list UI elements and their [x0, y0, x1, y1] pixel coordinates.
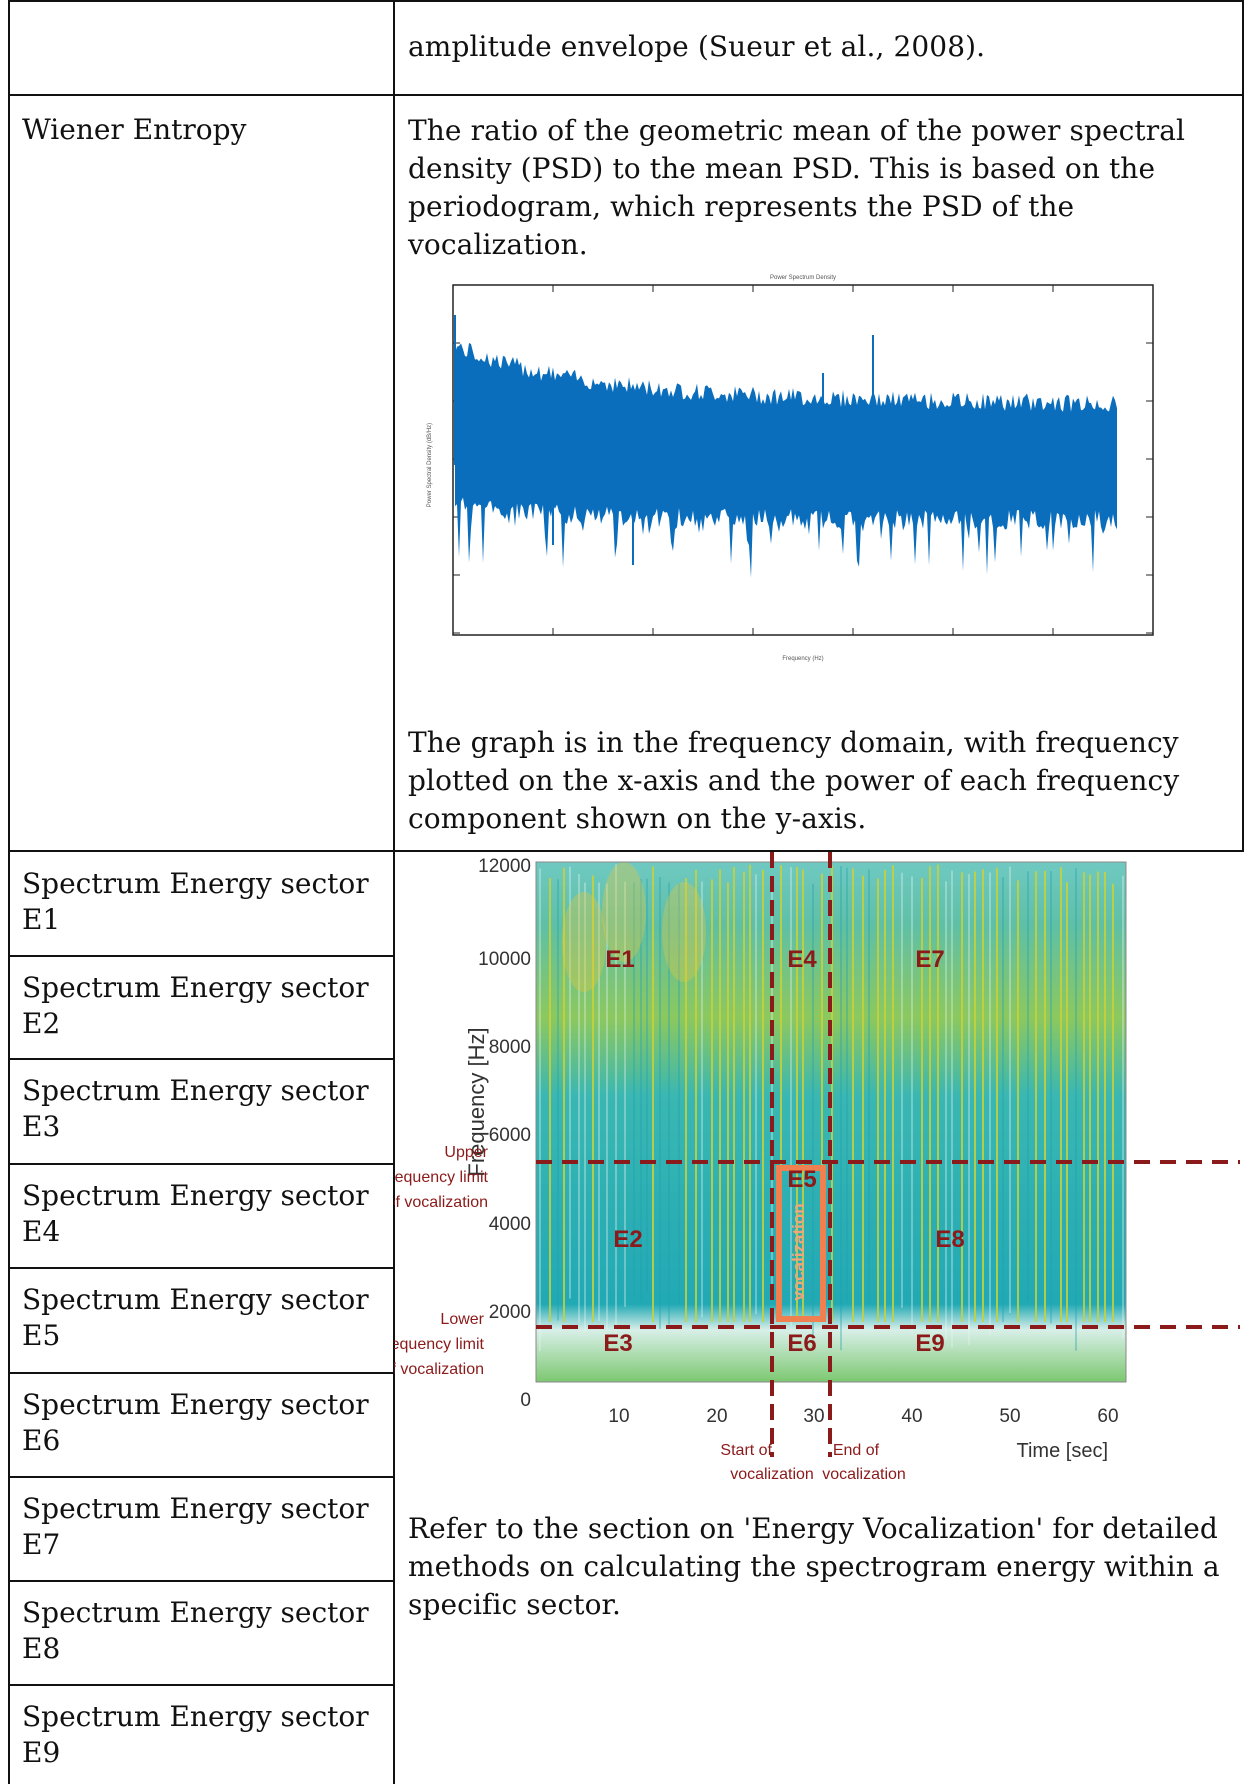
psd-title: Power Spectrum Density	[770, 275, 836, 281]
spectrogram-ylabel: Frequency [Hz]	[464, 1027, 489, 1176]
y-tick: 0	[520, 1390, 531, 1411]
sector-e5: E5	[787, 1166, 816, 1193]
subrow-divider	[8, 1267, 394, 1269]
subrow-divider	[8, 955, 394, 957]
table-border-right	[1242, 0, 1244, 850]
x-tick: 20	[706, 1406, 727, 1427]
feature-name-e8: Spectrum Energy sector E8	[22, 1596, 369, 1665]
sector-e2: E2	[613, 1226, 642, 1253]
table-border-left	[8, 0, 10, 1784]
y-tick: 4000	[489, 1214, 531, 1235]
upper-label-line3: of vocalization	[394, 1194, 488, 1211]
amplitude-description: amplitude envelope (Sueur et al., 2008).	[408, 30, 986, 63]
x-tick: 30	[803, 1406, 824, 1427]
sector-e1: E1	[605, 946, 634, 973]
column-divider	[393, 0, 395, 1784]
subrow-divider	[8, 1684, 394, 1686]
sector-e7: E7	[915, 946, 944, 973]
subrow-divider	[8, 1476, 394, 1478]
lower-label-line2: frequency limit	[394, 1336, 485, 1353]
y-tick: 2000	[489, 1302, 531, 1323]
upper-label-line1: Upper	[444, 1144, 488, 1161]
start-label-line1: Start of	[720, 1442, 772, 1459]
vocalization-label: vocalization	[789, 1203, 808, 1300]
wiener-caption: The graph is in the frequency domain, wi…	[408, 726, 1180, 835]
subrow-divider	[8, 1580, 394, 1582]
x-tick: 60	[1097, 1406, 1118, 1427]
feature-name-wiener-entropy: Wiener Entropy	[22, 113, 247, 146]
energy-note: Refer to the section on 'Energy Vocaliza…	[408, 1512, 1220, 1621]
start-label-line2: vocalization	[730, 1466, 814, 1483]
lower-label-line1: Lower	[440, 1311, 484, 1328]
psd-ticks	[452, 284, 1154, 635]
sector-e8: E8	[935, 1226, 964, 1253]
x-tick: 40	[901, 1406, 922, 1427]
feature-name-e4: Spectrum Energy sector E4	[22, 1179, 369, 1248]
subrow-divider	[8, 1372, 394, 1374]
spectrogram-hotspot	[562, 892, 606, 992]
vocalization-box	[776, 1165, 826, 1322]
y-tick: 10000	[478, 949, 531, 970]
y-tick: 12000	[478, 856, 531, 877]
sector-e9: E9	[915, 1330, 944, 1357]
psd-xlabel: Frequency (Hz)	[782, 656, 823, 662]
spectrogram-hotspot	[602, 862, 646, 962]
feature-name-e9: Spectrum Energy sector E9	[22, 1700, 369, 1769]
spectrogram-hotspot	[662, 882, 706, 982]
feature-name-e7: Spectrum Energy sector E7	[22, 1492, 369, 1561]
spectrogram-streaks	[539, 862, 1124, 1352]
x-tick: 50	[999, 1406, 1020, 1427]
psd-band	[455, 343, 1117, 578]
spectrogram-xlabel: Time [sec]	[1017, 1440, 1109, 1462]
table-border-top	[8, 0, 1244, 2]
sector-e4: E4	[787, 946, 817, 973]
psd-signal	[454, 315, 1117, 578]
wiener-description: The ratio of the geometric mean of the p…	[408, 114, 1186, 261]
subrow-divider	[8, 1058, 394, 1060]
features-table: amplitude envelope (Sueur et al., 2008).…	[8, 0, 1244, 1784]
row-divider	[8, 94, 1244, 96]
feature-name-e1: Spectrum Energy sector E1	[22, 867, 369, 936]
spectrogram-figure: Frequency [Hz] 12000 10000 8000 6000 400…	[394, 852, 1240, 1483]
feature-name-e2: Spectrum Energy sector E2	[22, 971, 369, 1040]
psd-ylabel: Power Spectral Density (dB/Hz)	[427, 423, 433, 507]
feature-name-e6: Spectrum Energy sector E6	[22, 1388, 369, 1457]
y-tick: 6000	[489, 1125, 531, 1146]
y-tick: 8000	[489, 1037, 531, 1058]
sector-e3: E3	[603, 1330, 632, 1357]
end-label-line1: End of	[833, 1442, 880, 1459]
feature-name-e3: Spectrum Energy sector E3	[22, 1074, 369, 1143]
sector-e6: E6	[787, 1330, 816, 1357]
row-divider	[8, 850, 1244, 852]
x-tick: 10	[608, 1406, 629, 1427]
subrow-divider	[8, 1163, 394, 1165]
lower-label-line3: of vocalization	[394, 1361, 484, 1378]
upper-label-line2: frequency limit	[394, 1169, 489, 1186]
feature-name-e5: Spectrum Energy sector E5	[22, 1283, 369, 1352]
psd-figure: Power Spectrum Density Frequency (Hz) Po…	[427, 275, 1154, 662]
end-label-line2: vocalization	[822, 1466, 906, 1483]
